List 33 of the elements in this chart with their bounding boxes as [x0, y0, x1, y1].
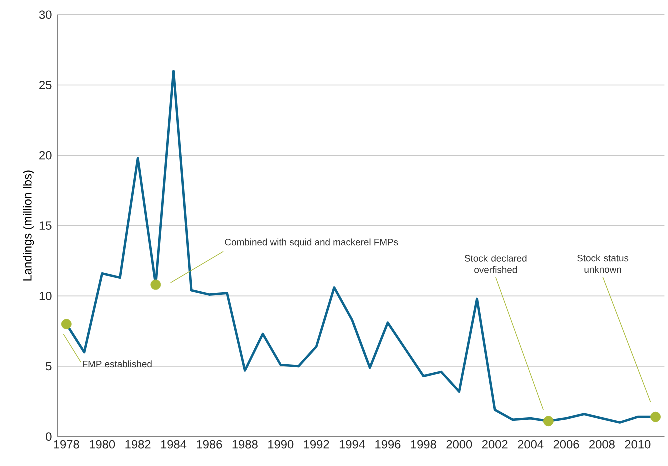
y-tick-label: 20	[40, 152, 52, 160]
point	[61, 319, 72, 330]
x-tick-label: 1998	[411, 440, 436, 449]
annotation: Stock status unknown	[578, 254, 629, 274]
x-tick-label: 2002	[482, 440, 508, 449]
x-tick-label: 1996	[376, 440, 401, 449]
x-tick-label: 1984	[161, 440, 187, 449]
annotation: FMP established	[83, 360, 152, 368]
y-tick-label: 10	[40, 292, 52, 301]
x-tick-label: 1986	[197, 440, 222, 449]
x-tick-label: 1978	[54, 440, 80, 449]
x-tick-label: 2006	[554, 440, 580, 449]
y-tick-label: 15	[40, 222, 52, 230]
x-tick-label: 2004	[518, 440, 544, 449]
annotation: Combined with squid and mackerel FMPs	[225, 238, 398, 248]
x-tick-label: 2010	[625, 440, 651, 449]
y-tick-label: 25	[40, 81, 52, 90]
y-tick-label: 30	[39, 10, 52, 20]
x-tick-label: 2000	[446, 440, 472, 449]
point	[543, 416, 554, 427]
point	[150, 280, 162, 290]
x-tick-label: 1988	[232, 440, 258, 449]
x-tick-label: 2008	[590, 440, 615, 449]
x-tick-label: 1982	[126, 440, 151, 449]
y-tick-label: 0	[46, 432, 52, 442]
x-tick-label: 1980	[90, 440, 116, 449]
x-tick-label: 1992	[304, 440, 330, 449]
annotation: Stock declared overfished	[464, 255, 527, 274]
x-tick-label: 1994	[340, 440, 366, 449]
y-axis-title: Landings (million lbs)	[23, 170, 34, 281]
y-tick-label: 5	[46, 362, 52, 371]
x-tick-label: 1990	[268, 440, 294, 449]
point	[650, 412, 661, 422]
